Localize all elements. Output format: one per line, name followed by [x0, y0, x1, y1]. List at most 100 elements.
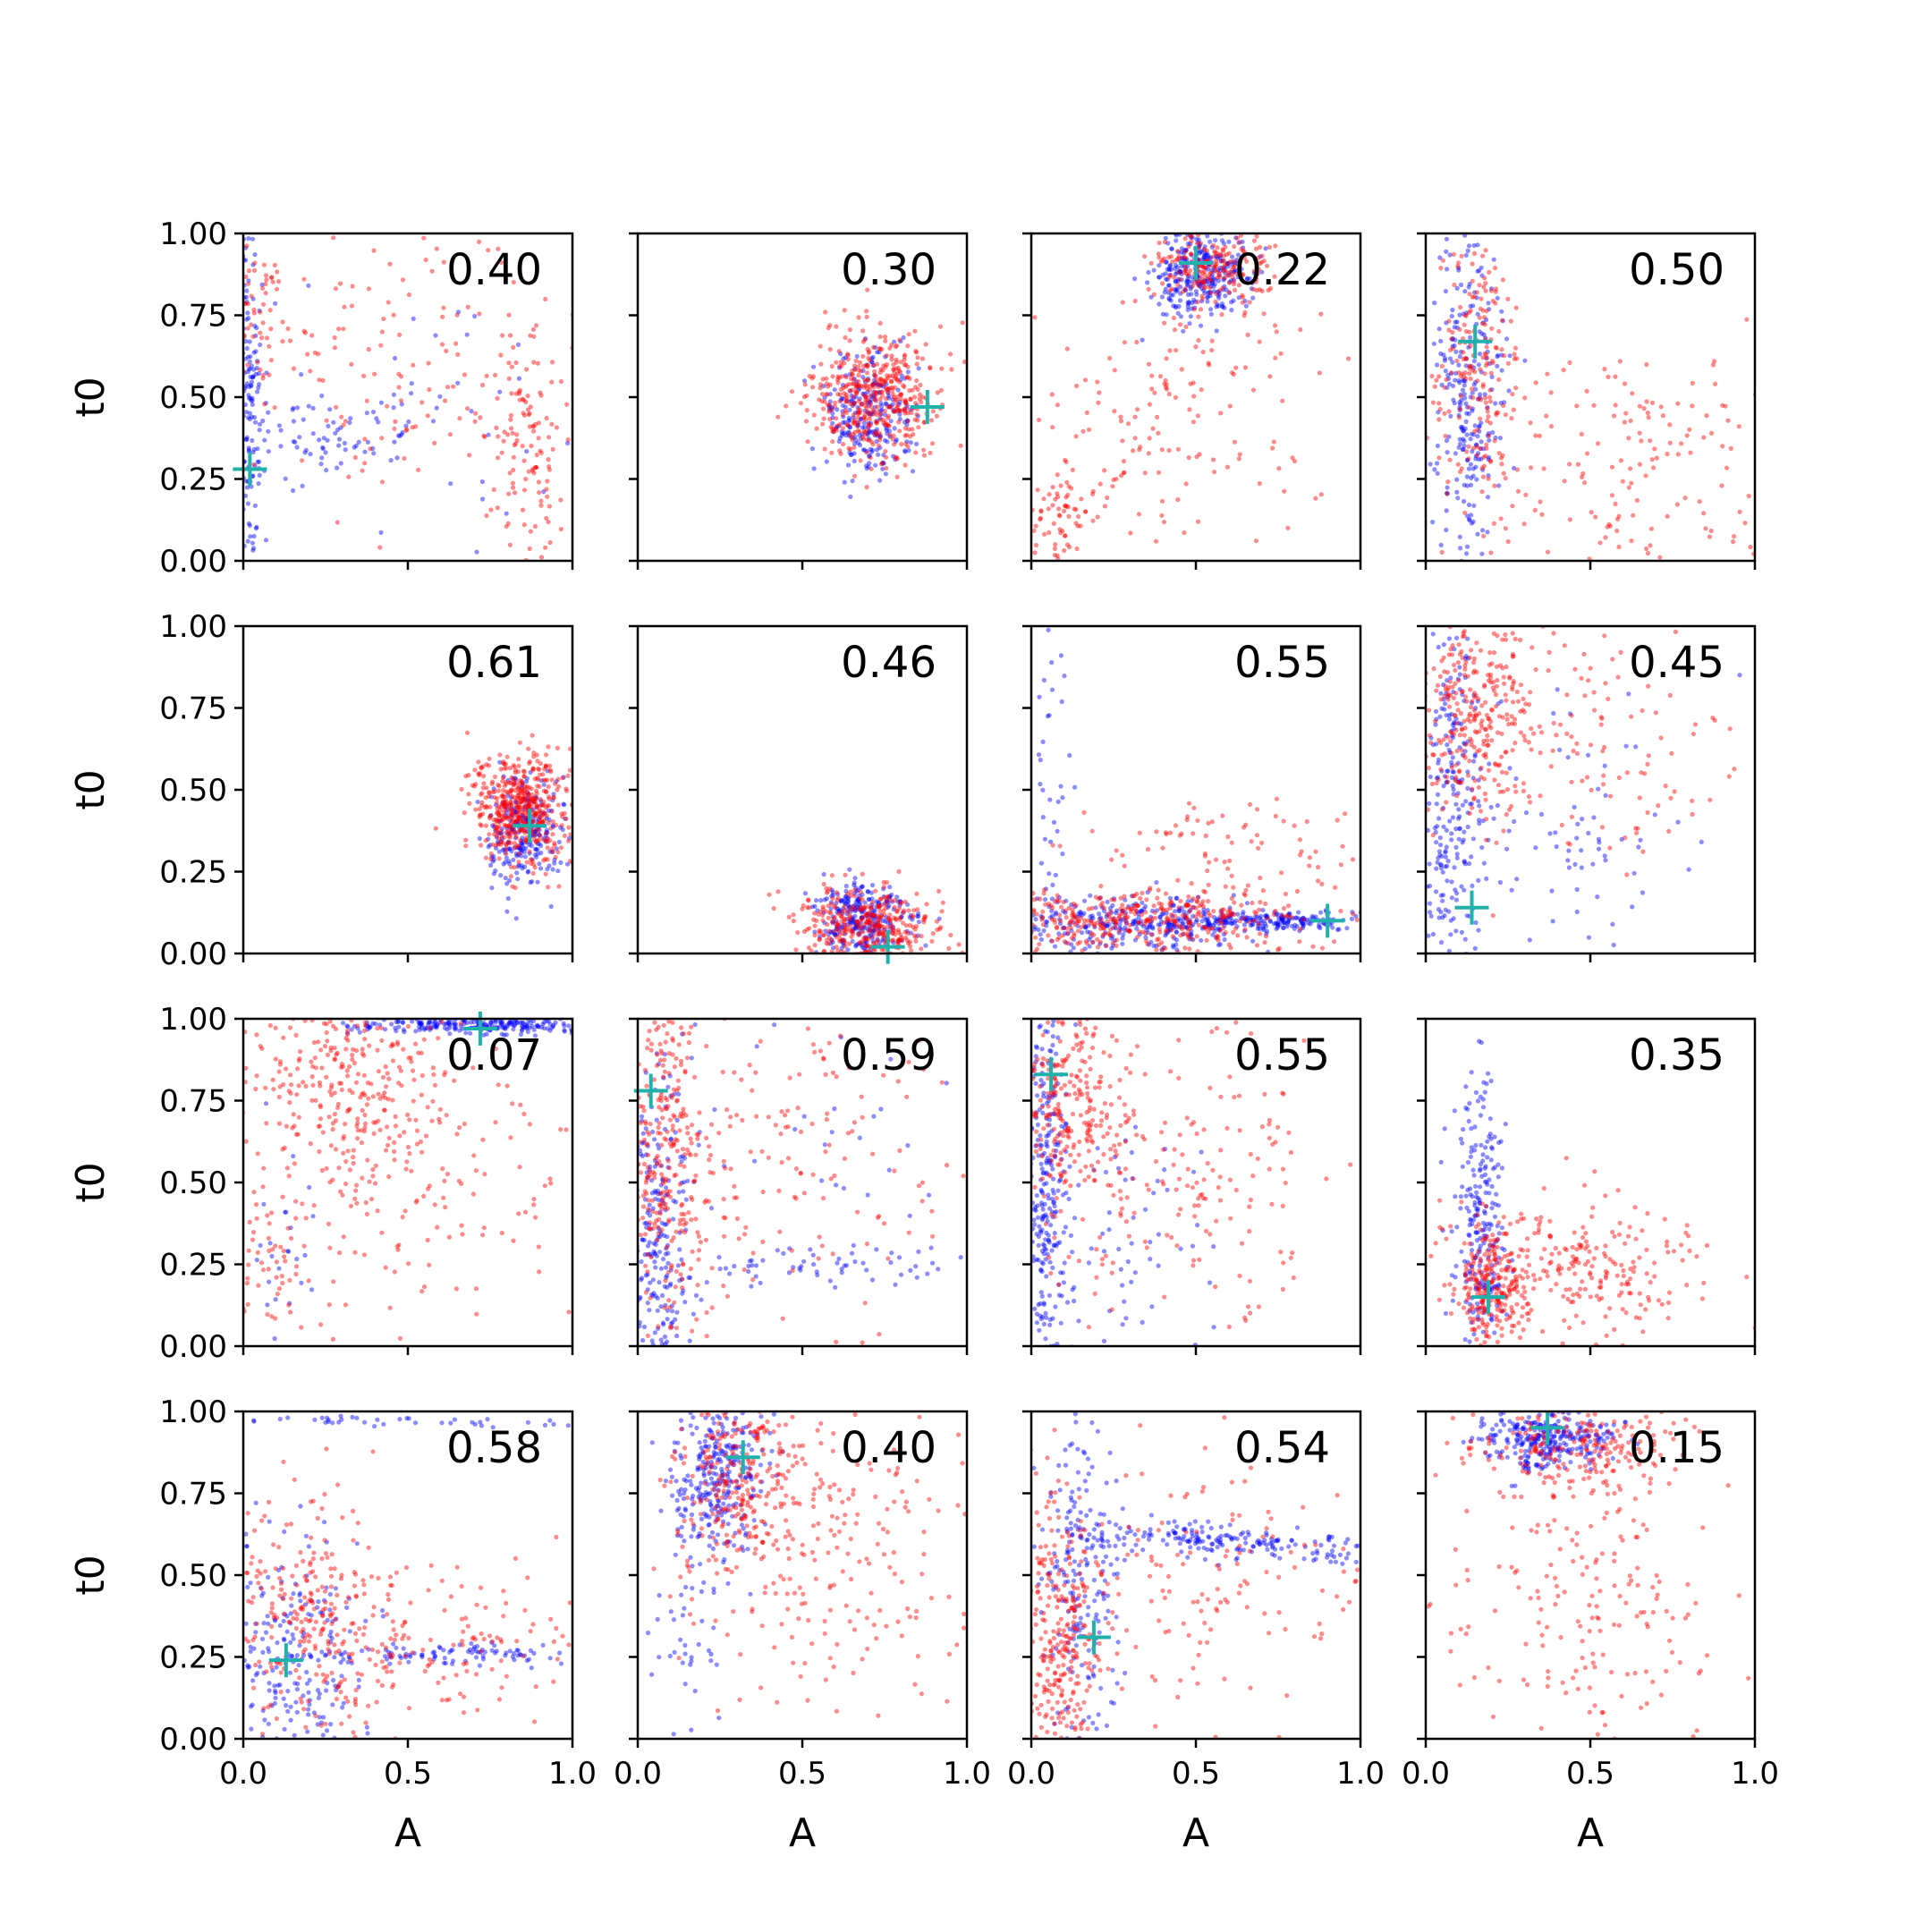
scatter-point-blue	[845, 916, 851, 921]
scatter-point-blue	[1141, 906, 1147, 911]
scatter-point-red	[1155, 937, 1160, 943]
scatter-point-red	[822, 948, 827, 953]
scatter-point-blue	[1172, 936, 1177, 941]
scatter-point-red	[1164, 928, 1169, 933]
scatter-point-blue	[244, 479, 250, 484]
scatter-point-red	[550, 819, 556, 825]
scatter-point-red	[1083, 509, 1089, 514]
scatter-point-blue	[853, 944, 859, 949]
scatter-point-red	[879, 902, 885, 908]
scatter-point-red	[528, 857, 534, 862]
scatter-point-red	[1063, 915, 1069, 920]
scatter-point-blue	[822, 395, 827, 401]
scatter-point-red	[455, 352, 461, 357]
scatter-point-blue	[247, 416, 252, 422]
scatter-point-red	[894, 916, 899, 921]
scatter-point-red	[906, 332, 911, 337]
scatter-point-blue	[1292, 915, 1299, 920]
scatter-point-red	[1068, 925, 1073, 930]
scatter-point-red	[531, 424, 537, 429]
scatter-point-red	[504, 754, 510, 759]
scatter-point-red	[846, 445, 852, 451]
scatter-point-blue	[1054, 910, 1059, 916]
scatter-point-red	[894, 371, 901, 377]
scatter-point-red	[249, 293, 254, 299]
scatter-point-red	[892, 370, 897, 376]
scatter-point-blue	[1223, 918, 1228, 923]
scatter-point-blue	[1169, 246, 1174, 251]
scatter-point-blue	[1221, 932, 1227, 937]
scatter-point-red	[893, 344, 899, 350]
scatter-point-red	[515, 785, 521, 791]
scatter-point-red	[1276, 945, 1282, 951]
scatter-point-blue	[835, 407, 840, 412]
scatter-point-blue	[1189, 923, 1194, 928]
scatter-point-blue	[1104, 914, 1109, 919]
scatter-point-blue	[871, 928, 877, 934]
scatter-point-red	[842, 908, 847, 913]
scatter-point-red	[537, 837, 542, 843]
scatter-point-blue	[243, 410, 249, 415]
scatter-point-red	[877, 923, 882, 928]
scatter-point-red	[806, 897, 811, 902]
scatter-point-red	[1221, 907, 1226, 912]
scatter-point-red	[520, 781, 525, 786]
scatter-point-red	[824, 937, 830, 943]
scatter-point-red	[1186, 801, 1192, 806]
scatter-point-red	[1228, 945, 1233, 951]
scatter-point-red	[251, 462, 257, 467]
scatter-point-blue	[829, 406, 835, 412]
scatter-point-red	[1232, 258, 1237, 264]
scatter-point-red	[546, 744, 551, 750]
scatter-point-blue	[1463, 363, 1469, 369]
scatter-point-blue	[437, 394, 443, 399]
scatter-point-red	[911, 924, 916, 929]
scatter-point-red	[453, 341, 459, 346]
scatter-point-blue	[852, 882, 857, 888]
scatter-point-red	[387, 261, 393, 267]
scatter-point-blue	[870, 354, 876, 360]
scatter-point-blue	[534, 804, 539, 810]
scatter-point-blue	[491, 871, 497, 877]
scatter-point-red	[1149, 932, 1155, 937]
scatter-point-blue	[392, 439, 397, 445]
scatter-point-red	[501, 794, 506, 800]
scatter-point-red	[1513, 305, 1519, 310]
scatter-point-red	[852, 894, 857, 899]
scatter-point-red	[862, 377, 868, 383]
scatter-point-blue	[1211, 284, 1216, 289]
scatter-point-red	[1232, 900, 1237, 905]
scatter-point-blue	[1240, 911, 1245, 918]
scatter-point-red	[1512, 356, 1517, 361]
scatter-point-red	[835, 897, 840, 903]
scatter-point-red	[1644, 546, 1649, 552]
scatter-point-red	[1033, 542, 1038, 548]
scatter-point-blue	[1462, 392, 1467, 397]
scatter-point-red	[1165, 907, 1170, 912]
scatter-point-blue	[863, 913, 869, 919]
scatter-point-red	[847, 913, 852, 919]
scatter-point-red	[817, 936, 823, 942]
scatter-point-red	[1073, 521, 1079, 526]
scatter-point-blue	[1182, 924, 1188, 929]
scatter-point-red	[1221, 253, 1227, 258]
scatter-point-red	[528, 404, 533, 410]
scatter-point-red	[439, 342, 445, 347]
scatter-point-blue	[1462, 378, 1467, 384]
scatter-point-blue	[1281, 914, 1286, 919]
scatter-point-blue	[509, 806, 514, 812]
scatter-point-red	[1064, 479, 1070, 486]
scatter-point-red	[1606, 374, 1611, 379]
scatter-point-red	[1458, 373, 1463, 379]
scatter-point-red	[833, 904, 838, 911]
scatter-point-red	[514, 437, 520, 443]
scatter-point-blue	[530, 879, 535, 885]
scatter-point-blue	[353, 443, 359, 448]
scatter-point-red	[1459, 466, 1464, 471]
scatter-point-blue	[1204, 252, 1209, 258]
scatter-point-red	[519, 799, 524, 805]
scatter-point-blue	[1181, 256, 1186, 261]
scatter-point-red	[1039, 917, 1045, 922]
scatter-point-red	[1034, 911, 1039, 917]
scatter-point-blue	[1475, 434, 1480, 439]
